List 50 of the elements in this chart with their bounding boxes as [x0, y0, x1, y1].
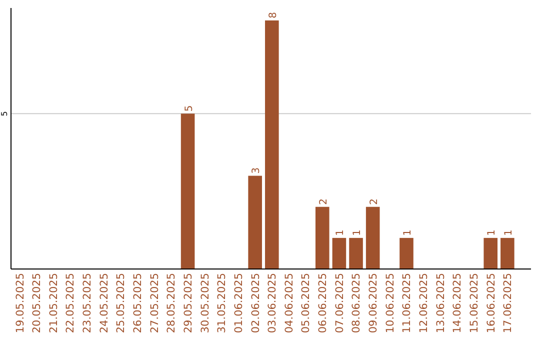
data-label: 1 — [503, 230, 514, 236]
x-tick-label: 09.06.2025 — [368, 273, 380, 334]
x-tick-label: 28.05.2025 — [166, 273, 178, 334]
x-tick-label: 07.06.2025 — [334, 273, 346, 334]
x-tick-label: 23.05.2025 — [82, 273, 94, 334]
data-label: 2 — [318, 198, 330, 205]
bar — [400, 238, 414, 269]
x-tick-label: 02.06.2025 — [250, 273, 262, 334]
x-tick-label: 22.05.2025 — [64, 273, 77, 334]
data-label: 8 — [268, 12, 279, 18]
bar — [315, 206, 330, 269]
bar — [332, 238, 346, 269]
x-tick-label: 12.06.2025 — [418, 273, 430, 334]
x-tick-label: 17.06.2025 — [502, 273, 514, 334]
x-tick-label: 08.06.2025 — [350, 273, 363, 334]
bar — [265, 20, 279, 269]
data-label: 1 — [352, 230, 364, 236]
x-tick-label: 15.06.2025 — [468, 273, 480, 334]
bar — [248, 176, 262, 269]
x-tick-label: 19.05.2025 — [14, 273, 26, 334]
x-tick-label: 30.05.2025 — [199, 273, 212, 334]
bar — [366, 206, 380, 269]
x-tick-label: 01.06.2025 — [232, 273, 245, 334]
x-tick-label: 10.06.2025 — [384, 273, 396, 334]
x-tick-label: 05.06.2025 — [300, 273, 312, 334]
x-tick-label: 16.06.2025 — [485, 273, 498, 334]
x-tick-label: 31.05.2025 — [216, 273, 228, 334]
x-tick-label: 21.05.2025 — [48, 273, 60, 334]
bar — [180, 114, 195, 269]
x-tick-label: 14.06.2025 — [452, 273, 464, 334]
x-tick-label: 25.05.2025 — [115, 273, 128, 334]
bar — [500, 238, 514, 269]
x-tick-label: 13.06.2025 — [434, 273, 447, 334]
x-tick-label: 03.06.2025 — [266, 273, 279, 334]
bar — [349, 238, 363, 269]
x-tick-label: 20.05.2025 — [31, 273, 44, 334]
data-label: 1 — [402, 230, 414, 236]
x-tick-label: 27.05.2025 — [148, 273, 161, 334]
data-label: 1 — [486, 230, 498, 236]
x-tick-label: 24.05.2025 — [98, 273, 110, 334]
data-label: 1 — [335, 230, 346, 236]
x-tick-label: 11.06.2025 — [401, 273, 414, 334]
data-label: 2 — [368, 198, 380, 205]
bar — [484, 238, 498, 269]
data-label: 3 — [251, 167, 262, 174]
data-label: 5 — [184, 105, 195, 112]
x-tick-label: 26.05.2025 — [132, 273, 144, 334]
x-tick-label: 29.05.2025 — [182, 273, 194, 334]
x-tick-label: 06.06.2025 — [317, 273, 330, 334]
x-tick-label: 04.06.2025 — [283, 273, 296, 334]
